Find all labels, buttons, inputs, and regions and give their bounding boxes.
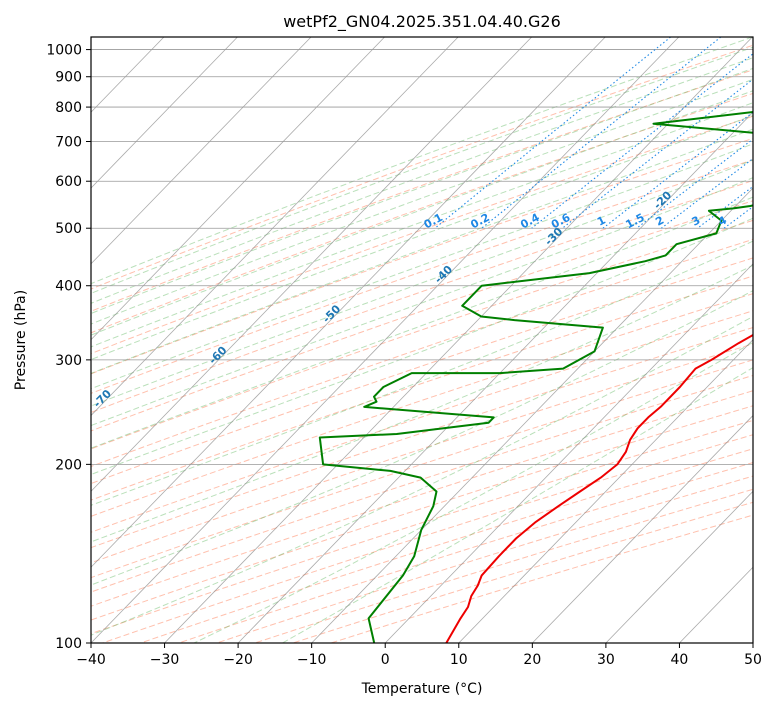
y-tick-label: 600 <box>55 174 82 190</box>
chart-title: wetPf2_GN04.2025.351.04.40.G26 <box>283 12 561 32</box>
moist-adiabat-line <box>91 177 753 427</box>
isotherm-line <box>91 37 532 492</box>
grid-layer <box>91 37 775 643</box>
moist-adiabat-line <box>91 114 753 361</box>
isotherm-line <box>91 37 385 341</box>
dry-adiabat-line <box>91 92 753 334</box>
isotherm-line <box>532 414 753 643</box>
isotherm-line <box>91 37 606 568</box>
y-tick-label: 500 <box>55 221 82 237</box>
moist-adiabat-line <box>91 217 753 476</box>
moist-adiabat-line <box>91 143 753 390</box>
isotherm-line <box>91 37 238 189</box>
dry-adiabat-line <box>91 359 753 579</box>
mixing-ratio-line <box>763 37 775 228</box>
dry-adiabat-line <box>91 238 753 468</box>
axis-layer: −40 −30 −20 −10 0 10 20 30 40 50 100 200 300 400 500 60… <box>46 43 762 668</box>
isotherm-line <box>605 490 753 643</box>
isotherm-line <box>91 37 680 643</box>
series-layer <box>318 111 753 643</box>
dry-adiabat-line <box>91 326 753 549</box>
x-tick-label: −20 <box>223 652 253 668</box>
mixing-ratio-line <box>434 37 671 229</box>
y-axis-label: Pressure (hPa) <box>13 290 29 390</box>
x-tick-label: −10 <box>297 652 327 668</box>
isotherm-line <box>91 37 459 417</box>
isotherm-line <box>311 187 753 643</box>
y-tick-label: 700 <box>55 134 82 150</box>
moist-adiabat-line <box>91 128 753 374</box>
plot-frame <box>90 36 754 644</box>
x-tick-label: −30 <box>150 652 180 668</box>
dry-adiabat-line <box>91 293 753 517</box>
dry-adiabat-line <box>91 275 753 501</box>
x-axis-label: Temperature (°C) <box>361 681 483 697</box>
moist-adiabat-line <box>91 57 753 304</box>
y-tick-label: 800 <box>55 100 82 116</box>
isotherm-line <box>164 37 753 643</box>
y-tick-label: 300 <box>55 353 82 369</box>
moist-adiabat-line <box>193 341 753 643</box>
y-tick-label: 1000 <box>46 43 82 59</box>
moist-adiabat-line <box>91 46 753 294</box>
dry-adiabat-line <box>91 180 753 414</box>
dry-adiabat-line <box>91 137 753 375</box>
x-tick-label: 10 <box>450 652 468 668</box>
moist-adiabat-line <box>91 290 753 586</box>
y-tick-label: 900 <box>55 70 82 86</box>
moist-adiabat-line <box>91 240 753 506</box>
x-tick-label: 0 <box>381 652 390 668</box>
mixing-ratio-line <box>636 138 753 229</box>
temperature-profile-line <box>445 333 753 643</box>
x-tick-label: 30 <box>597 652 615 668</box>
isotherm-line <box>752 642 753 643</box>
x-tick-label: 20 <box>523 652 541 668</box>
dry-adiabat-line <box>91 44 753 290</box>
moist-adiabat-line <box>91 78 753 325</box>
dry-adiabat-line <box>91 374 753 593</box>
x-tick-label: −40 <box>76 652 106 668</box>
y-tick-label: 200 <box>55 457 82 473</box>
plot-background <box>91 37 753 643</box>
dry-adiabat-line <box>91 219 753 450</box>
mixing-ratio-line <box>602 111 753 229</box>
x-tick-label: 50 <box>744 652 762 668</box>
isotherm-line <box>237 111 753 643</box>
mixing-ratio-line <box>481 37 722 229</box>
mixing-ratio-line <box>562 78 753 229</box>
isotherm-line <box>384 263 753 643</box>
y-tick-label: 100 <box>55 636 82 652</box>
dewpoint-profile-line <box>318 111 753 643</box>
y-tick-label: 400 <box>55 279 82 295</box>
isotherm-line <box>91 37 312 265</box>
moist-adiabat-line <box>91 102 753 348</box>
x-tick-label: 40 <box>671 652 689 668</box>
moist-adiabat-line <box>91 37 753 285</box>
moist-adiabat-line <box>91 159 753 407</box>
moist-adiabat-line <box>91 67 753 315</box>
